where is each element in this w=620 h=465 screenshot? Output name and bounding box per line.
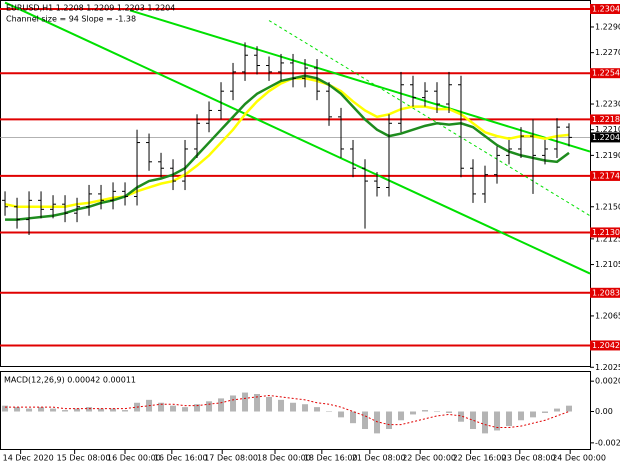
macd-bar bbox=[374, 411, 381, 434]
x-tick-label: 14 Dec 2020 bbox=[3, 454, 54, 463]
y-tick-label: 1.2125 bbox=[595, 234, 620, 243]
level-label-bg bbox=[590, 68, 620, 79]
level-label: 1.2130 bbox=[592, 228, 620, 237]
x-tick-label: 15 Dec 08:00 bbox=[57, 454, 111, 463]
macd-y-tick-label: 0.00208 bbox=[595, 377, 620, 386]
macd-bar bbox=[230, 395, 237, 412]
level-label-bg bbox=[590, 227, 620, 238]
macd-bar bbox=[410, 411, 417, 415]
y-tick-label: 1.2065 bbox=[595, 311, 620, 320]
macd-bar bbox=[98, 408, 105, 412]
macd-bar bbox=[458, 411, 465, 422]
level-label-bg bbox=[590, 114, 620, 125]
macd-bar bbox=[2, 405, 9, 412]
macd-bar bbox=[290, 402, 297, 412]
y-tick-label: 1.2210 bbox=[595, 125, 620, 134]
macd-bar bbox=[254, 394, 261, 412]
moving-average bbox=[5, 74, 570, 221]
current-label-bg bbox=[590, 132, 620, 143]
macd-bar bbox=[302, 404, 309, 412]
macd-bar bbox=[362, 411, 369, 430]
channel-line bbox=[268, 20, 591, 217]
macd-bar bbox=[206, 401, 213, 412]
macd-title: MACD(12,26,9) 0.00042 0.00011 bbox=[4, 376, 136, 385]
macd-bar bbox=[218, 398, 225, 412]
y-tick-label: 1.2105 bbox=[595, 260, 620, 269]
macd-bar bbox=[14, 407, 21, 412]
macd-bar bbox=[122, 410, 129, 412]
current-label: 1.2204 bbox=[592, 133, 620, 142]
macd-bar bbox=[62, 410, 69, 412]
chart-subtitle: Channel size = 94 Slope = -1.38 bbox=[6, 15, 136, 24]
macd-bar bbox=[566, 405, 573, 412]
x-tick-label: 23 Dec 08:00 bbox=[502, 454, 556, 463]
macd-bar bbox=[434, 411, 441, 413]
macd-bar bbox=[86, 407, 93, 412]
level-label-bg bbox=[590, 340, 620, 351]
level-label: 1.2083 bbox=[592, 288, 620, 297]
macd-bar bbox=[50, 408, 57, 412]
y-tick-label: 1.2190 bbox=[595, 151, 620, 160]
macd-y-tick-label: -0.00215 bbox=[595, 438, 620, 447]
level-label-bg bbox=[590, 287, 620, 298]
macd-bar bbox=[38, 407, 45, 412]
macd-bar bbox=[314, 407, 321, 412]
macd-bar bbox=[350, 411, 357, 424]
x-tick-label: 16 Dec 00:00 bbox=[107, 454, 161, 463]
macd-signal bbox=[5, 394, 570, 429]
macd-bar bbox=[26, 408, 33, 412]
moving-average bbox=[4, 77, 570, 209]
macd-bar bbox=[182, 407, 189, 412]
level-label: 1.2174 bbox=[592, 171, 620, 180]
x-tick-label: 24 Dec 00:00 bbox=[552, 454, 606, 463]
x-tick-label: 22 Dec 00:00 bbox=[402, 454, 456, 463]
macd-bar bbox=[446, 411, 453, 413]
macd-bar bbox=[386, 411, 393, 430]
x-tick-label: 21 Dec 08:00 bbox=[352, 454, 406, 463]
y-tick-label: 1.2025 bbox=[595, 363, 620, 372]
macd-bar bbox=[530, 411, 537, 418]
y-tick-label: 1.2150 bbox=[595, 202, 620, 211]
macd-bar bbox=[110, 408, 117, 412]
macd-bar bbox=[518, 411, 525, 421]
x-tick-label: 16 Dec 16:00 bbox=[154, 454, 208, 463]
channel-line bbox=[129, 9, 591, 153]
macd-bar bbox=[470, 411, 477, 430]
x-tick-label: 17 Dec 08:00 bbox=[204, 454, 258, 463]
x-tick-label: 22 Dec 16:00 bbox=[453, 454, 507, 463]
chart-title: EURUSD,H1 1.2208 1.2209 1.2203 1.2204 bbox=[6, 4, 175, 13]
x-tick-label: 18 Dec 00:00 bbox=[257, 454, 311, 463]
macd-bar bbox=[170, 405, 177, 412]
macd-bar bbox=[422, 410, 429, 412]
macd-bar bbox=[554, 408, 561, 412]
macd-bar bbox=[266, 396, 273, 412]
y-tick-label: 1.2230 bbox=[595, 100, 620, 109]
x-tick-label: 18 Dec 16:00 bbox=[304, 454, 358, 463]
macd-bar bbox=[158, 402, 165, 412]
macd-bar bbox=[482, 411, 489, 434]
y-tick-label: 1.2270 bbox=[595, 48, 620, 57]
macd-bar bbox=[398, 411, 405, 421]
macd-bar bbox=[506, 411, 513, 427]
macd-bar bbox=[242, 392, 249, 412]
macd-bar bbox=[194, 404, 201, 412]
macd-panel bbox=[0, 371, 591, 450]
macd-bar bbox=[278, 399, 285, 412]
macd-bar bbox=[326, 411, 333, 413]
macd-bar bbox=[338, 411, 345, 418]
level-label: 1.2254 bbox=[592, 69, 620, 78]
macd-bar bbox=[494, 411, 501, 431]
macd-bar bbox=[542, 411, 549, 413]
macd-bar bbox=[74, 408, 81, 412]
level-label: 1.2304 bbox=[592, 4, 620, 13]
y-tick-label: 1.2290 bbox=[595, 22, 620, 31]
main-panel bbox=[0, 0, 591, 367]
macd-y-tick-label: 0.00 bbox=[595, 407, 613, 416]
level-label-bg bbox=[590, 3, 620, 14]
channel-line bbox=[4, 1, 591, 275]
level-label: 1.2042 bbox=[592, 341, 620, 350]
level-label-bg bbox=[590, 170, 620, 181]
level-label: 1.2218 bbox=[592, 115, 620, 124]
